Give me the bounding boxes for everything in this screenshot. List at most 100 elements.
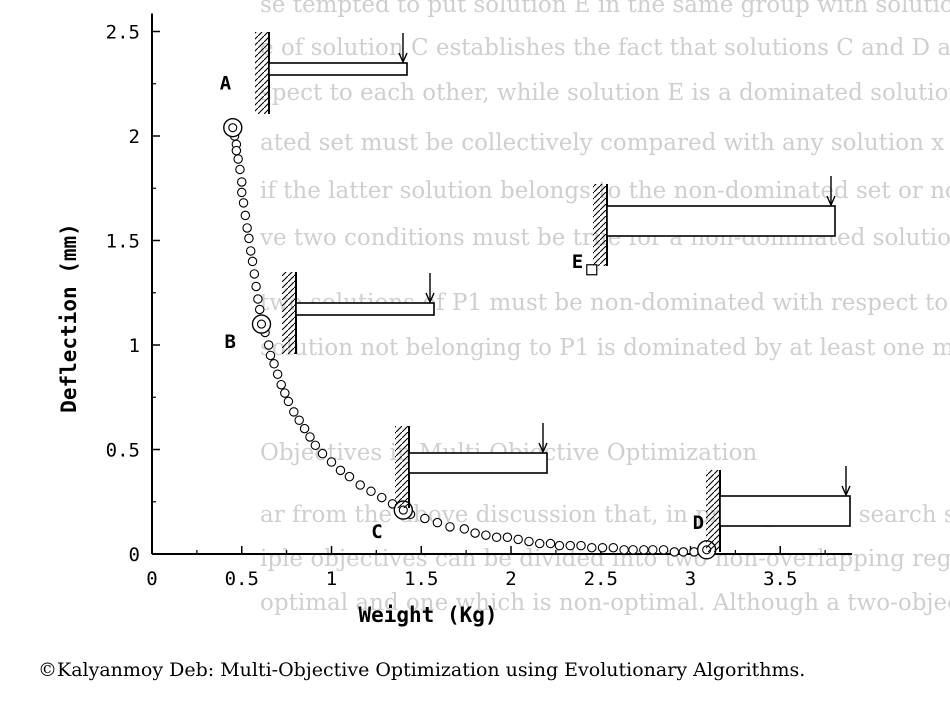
figure-frame: se tempted to put solution E in the same… [57, 0, 950, 627]
data-point [597, 542, 608, 553]
y-tick-label: 2 [129, 126, 140, 148]
data-point [276, 379, 286, 390]
data-point [513, 534, 523, 545]
data-point [554, 540, 565, 551]
x-tick-label: 3 [685, 568, 696, 590]
data-point [280, 388, 290, 398]
data-point [366, 486, 376, 497]
solution-label-a: A [220, 73, 232, 95]
data-point [289, 407, 299, 417]
x-tick-label: 0.5 [225, 568, 259, 590]
y-tick-label: 2.5 [106, 22, 140, 44]
y-tick-label: 0.5 [106, 440, 140, 462]
data-point [245, 246, 256, 256]
data-point [470, 528, 480, 538]
data-point [377, 492, 387, 503]
data-point [445, 522, 455, 532]
beam-icon-b [282, 272, 435, 354]
x-tick-label: 1 [326, 568, 337, 590]
y-tick-label: 0 [129, 544, 140, 566]
data-point [459, 524, 470, 534]
x-tick-label: 2 [505, 568, 516, 590]
wall-hatch [395, 426, 409, 508]
cantilever-beam [719, 495, 851, 527]
data-point [294, 415, 304, 425]
beam-icon-e [593, 176, 836, 266]
solution-label-c: C [371, 521, 382, 543]
data-point [265, 350, 276, 361]
x-tick-label: 3.5 [763, 568, 797, 590]
y-tick-label: 1 [129, 335, 140, 357]
data-point [237, 187, 247, 198]
data-point [317, 448, 328, 459]
data-point [619, 545, 629, 555]
wall-hatch [255, 32, 269, 114]
data-point [502, 532, 513, 543]
data-point [491, 532, 502, 543]
data-point [678, 547, 689, 557]
load-arrow-head [398, 52, 408, 64]
background-text-line: e of solution C establishes the fact tha… [260, 35, 950, 61]
data-point [481, 530, 491, 540]
copyright-caption: ©Kalyanmoy Deb: Multi-Objective Optimiza… [38, 659, 806, 681]
data-point [249, 269, 260, 279]
cantilever-beam [268, 62, 408, 76]
data-point [238, 198, 249, 208]
data-point [231, 145, 242, 156]
wall-hatch [706, 470, 720, 552]
data-point [251, 281, 261, 292]
y-axis-title: Deflection (mm) [57, 223, 81, 413]
data-point [263, 340, 274, 350]
data-point [628, 545, 638, 555]
load-arrow-head [538, 442, 548, 454]
solution-label-e: E [572, 251, 583, 273]
data-point [565, 540, 575, 551]
data-point [242, 223, 252, 233]
data-point [272, 369, 283, 380]
cantilever-beam [295, 302, 435, 316]
background-text-line: spect to each other, while solution E is… [260, 80, 950, 106]
x-tick-label: 1.5 [404, 568, 438, 590]
cantilever-beam [408, 452, 548, 474]
background-text-line: ated set must be collectively compared w… [260, 130, 950, 156]
data-point [576, 540, 586, 551]
dominated-solution-marker [586, 264, 598, 276]
data-point [254, 304, 265, 315]
data-point [253, 294, 263, 304]
data-point [639, 545, 649, 555]
data-point [326, 457, 337, 467]
data-point [432, 517, 443, 528]
wall-hatch [282, 272, 296, 354]
pareto-chart: 0 0.5 1 1.5 2 2.5 3 3.5 0 0.5 1 1.5 2 2.5 Weight (Kg) D… [57, 13, 853, 627]
data-point [233, 154, 243, 164]
highlighted-solution-inner [228, 123, 238, 133]
data-point [235, 164, 245, 175]
data-point [355, 480, 365, 490]
data-point [658, 545, 669, 555]
beam-icon-c [395, 423, 548, 508]
data-point [335, 465, 346, 476]
data-point [240, 210, 251, 221]
data-point [669, 547, 680, 557]
data-point [299, 423, 310, 434]
data-point [545, 538, 556, 549]
data-point [608, 542, 619, 553]
x-tick-label: 2.5 [584, 568, 618, 590]
data-point [305, 432, 315, 442]
background-text-line: solution not belonging to P1 is dominate… [260, 335, 950, 361]
beam-icon-a [255, 32, 408, 114]
data-point [534, 538, 545, 549]
data-point [237, 177, 247, 187]
data-point [420, 513, 430, 524]
background-text-line: se tempted to put solution E in the same… [260, 0, 950, 18]
data-point [244, 233, 254, 244]
data-point [344, 471, 355, 482]
load-arrow-head [826, 195, 836, 207]
load-arrow-head [841, 485, 851, 497]
beam-icon-d [706, 466, 851, 552]
data-point [587, 542, 597, 553]
load-arrow-head [425, 292, 435, 304]
data-point [283, 396, 294, 407]
solution-label-b: B [224, 331, 235, 353]
data-point [310, 440, 321, 451]
